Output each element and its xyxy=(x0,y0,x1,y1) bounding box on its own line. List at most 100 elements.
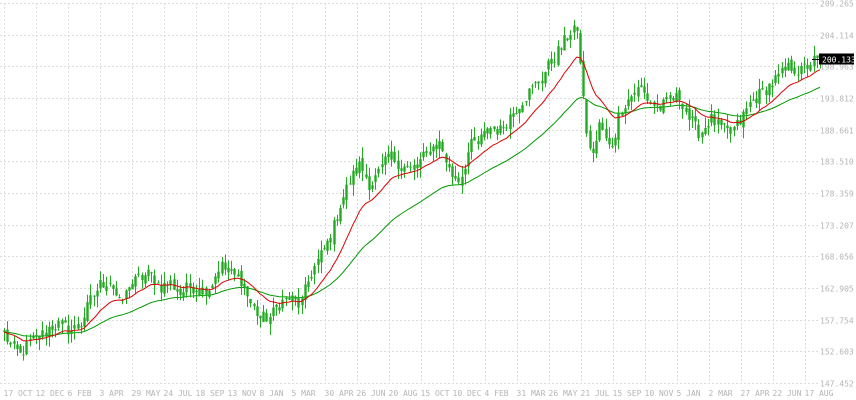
candle-body xyxy=(342,197,345,205)
candle-body xyxy=(157,282,160,284)
y-tick-label: 198.963 xyxy=(820,63,854,72)
candle-body xyxy=(694,116,697,122)
candle-body xyxy=(467,152,470,167)
candle-body xyxy=(547,60,550,70)
candle-body xyxy=(51,325,54,330)
candle-body xyxy=(505,127,508,129)
candle-body xyxy=(192,286,195,294)
candle-body xyxy=(227,267,230,273)
candle-body xyxy=(48,326,51,336)
ma-fast-series xyxy=(3,56,821,342)
candle-body xyxy=(461,176,464,186)
candle-body xyxy=(681,103,684,109)
candle-body xyxy=(105,286,108,291)
candle-body xyxy=(54,329,57,331)
candle-body xyxy=(560,48,563,50)
candle-body xyxy=(637,87,640,97)
candle-body xyxy=(221,261,224,274)
candle-body xyxy=(781,67,784,74)
candle-body xyxy=(291,295,294,302)
candle-body xyxy=(422,151,425,158)
candle-body xyxy=(217,271,220,279)
candle-body xyxy=(614,137,617,146)
candle-body xyxy=(333,220,336,245)
candle-body xyxy=(419,159,422,168)
last-price-label: 200.133 xyxy=(822,56,856,65)
candle-body xyxy=(502,127,505,129)
candle-body xyxy=(717,119,720,125)
candle-body xyxy=(800,65,803,75)
candle-body xyxy=(307,281,310,288)
candle-body xyxy=(176,289,179,292)
candle-body xyxy=(598,122,601,141)
x-tick-label: 10 NOV xyxy=(645,389,674,398)
candle-body xyxy=(13,341,16,344)
candle-body xyxy=(531,85,534,87)
candle-body xyxy=(816,55,819,58)
candle-body xyxy=(86,302,89,321)
x-tick-label: 10 DEC xyxy=(453,389,482,398)
candle-body xyxy=(665,96,668,100)
candle-body xyxy=(134,276,137,287)
candle-body xyxy=(496,129,499,135)
candle-body xyxy=(413,164,416,170)
candle-body xyxy=(403,166,406,172)
candle-body xyxy=(736,120,739,126)
candle-body xyxy=(656,104,659,106)
candle-body xyxy=(70,330,73,334)
x-tick-label: 18 SEP xyxy=(196,389,225,398)
candle-body xyxy=(534,82,537,84)
candle-body xyxy=(646,93,649,101)
y-tick-label: 168.056 xyxy=(820,253,854,262)
y-tick-label: 147.452 xyxy=(820,380,854,389)
x-tick-label: 4 FEB xyxy=(485,389,509,398)
candle-body xyxy=(355,167,358,175)
y-tick-label: 152.603 xyxy=(820,348,854,357)
candle-body xyxy=(768,83,771,96)
candle-body xyxy=(470,138,473,152)
candle-body xyxy=(678,90,681,101)
candle-body xyxy=(541,80,544,84)
candle-body xyxy=(64,320,67,323)
candle-body xyxy=(275,304,278,307)
candle-body xyxy=(448,164,451,168)
candle-body xyxy=(521,105,524,113)
candle-body xyxy=(390,151,393,160)
candle-body xyxy=(806,64,809,69)
candle-body xyxy=(89,295,92,305)
y-tick-label: 173.207 xyxy=(820,222,854,231)
candle-body xyxy=(224,262,227,270)
candle-body xyxy=(240,270,243,287)
candle-body xyxy=(499,125,502,134)
candle-body xyxy=(438,141,441,150)
y-tick-label: 162.905 xyxy=(820,285,854,294)
candle-body xyxy=(566,38,569,41)
candle-body xyxy=(195,291,198,293)
candle-body xyxy=(803,63,806,65)
candle-body xyxy=(249,298,252,304)
candle-body xyxy=(493,126,496,129)
candle-body xyxy=(160,284,163,293)
candle-body xyxy=(633,92,636,95)
candle-body xyxy=(381,164,384,168)
x-tick-label: 6 FEB xyxy=(68,389,92,398)
candle-body xyxy=(477,141,480,145)
y-tick-label: 178.359 xyxy=(820,190,854,199)
candle-body xyxy=(285,298,288,300)
candle-body xyxy=(329,237,332,243)
ma-slow-line xyxy=(3,86,821,337)
candle-body xyxy=(233,268,236,275)
candle-body xyxy=(774,75,777,84)
candle-body xyxy=(3,330,6,332)
candle-body xyxy=(688,108,691,120)
candle-body xyxy=(793,67,796,74)
candle-body xyxy=(755,98,758,104)
candle-body xyxy=(605,128,608,139)
candle-body xyxy=(144,275,147,284)
y-axis: 147.452 152.603 157.754 162.905 168.056 173.2… xyxy=(820,0,854,389)
candle-body xyxy=(141,275,144,281)
candle-body xyxy=(237,274,240,277)
x-tick-label: 21 JUL xyxy=(581,389,610,398)
candle-body xyxy=(489,128,492,135)
candle-body xyxy=(41,330,44,338)
